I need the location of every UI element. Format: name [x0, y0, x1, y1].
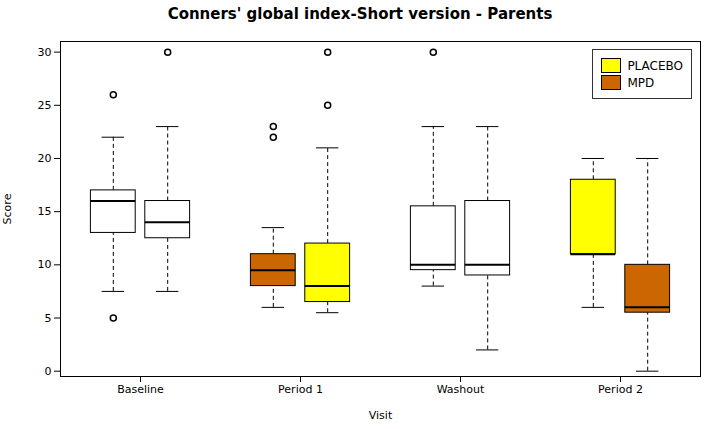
- svg-text:Period 2: Period 2: [598, 383, 643, 396]
- svg-text:0: 0: [45, 365, 52, 378]
- html-text:MPD: MPD: [627, 75, 655, 90]
- html-text:PLACEBO: PLACEBO: [627, 58, 683, 73]
- svg-text:Visit: Visit: [369, 409, 393, 422]
- svg-text:20: 20: [38, 152, 52, 165]
- svg-text:15: 15: [38, 205, 52, 218]
- html-text:Conners' global index-Short ve: Conners' global index-Short version - Pa…: [167, 5, 553, 23]
- svg-text:5: 5: [45, 312, 52, 325]
- svg-text:Washout: Washout: [437, 383, 485, 396]
- svg-text:30: 30: [38, 46, 52, 59]
- svg-text:25: 25: [38, 99, 52, 112]
- svg-text:Period 1: Period 1: [278, 383, 323, 396]
- svg-text:Baseline: Baseline: [117, 383, 164, 396]
- svg-text:10: 10: [38, 258, 52, 271]
- svg-text:Score: Score: [1, 193, 14, 224]
